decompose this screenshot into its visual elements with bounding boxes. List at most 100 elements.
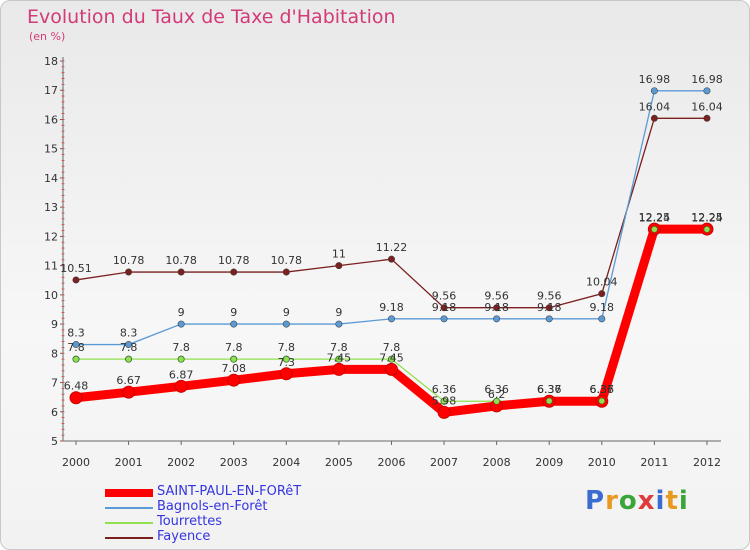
data-point	[177, 268, 185, 276]
proxiti-logo: Proxiti	[585, 486, 689, 516]
data-label: 7.45	[327, 351, 352, 364]
data-point	[598, 290, 606, 298]
chart-title: Evolution du Taux de Taxe d'Habitation	[27, 6, 396, 28]
data-point	[69, 391, 83, 405]
data-label: 8.3	[67, 327, 85, 340]
data-label: 6.2	[488, 388, 506, 401]
data-point	[703, 226, 711, 233]
data-label: 7.8	[383, 341, 401, 354]
data-label: 6.87	[169, 368, 194, 381]
data-label: 9	[230, 306, 237, 319]
logo-letter: r	[605, 486, 619, 516]
data-point	[493, 397, 500, 405]
data-label: 7.08	[221, 362, 246, 375]
data-label: 16.04	[691, 100, 723, 113]
data-label: 6.48	[64, 380, 89, 393]
data-point	[598, 315, 606, 323]
logo-letter: P	[585, 486, 606, 516]
data-point	[174, 379, 188, 393]
logo-letter: i	[678, 486, 689, 516]
data-point	[279, 367, 293, 381]
x-tick-label: 2006	[377, 456, 405, 469]
data-label: 12.25	[691, 211, 723, 224]
data-label: 7.8	[120, 341, 138, 354]
data-label: 7.8	[278, 341, 296, 354]
data-point	[282, 320, 290, 328]
y-tick-label: 5	[51, 435, 58, 448]
data-label: 16.04	[639, 100, 671, 113]
data-point	[282, 268, 290, 276]
data-label: 12.24	[691, 211, 723, 224]
data-point	[230, 355, 238, 363]
data-point	[177, 355, 185, 363]
y-tick-label: 16	[44, 113, 58, 126]
data-point	[335, 355, 343, 363]
data-point	[703, 114, 711, 122]
data-label: 9.56	[432, 290, 457, 303]
data-label: 11.22	[376, 241, 408, 254]
data-point	[227, 373, 241, 387]
legend-label: Bagnols-en-Forêt	[157, 499, 268, 514]
data-point	[440, 304, 448, 312]
data-point	[122, 385, 136, 399]
x-tick-label: 2008	[483, 456, 511, 469]
data-label: 9.18	[537, 301, 562, 314]
data-label: 11	[332, 248, 346, 261]
data-label: 5.98	[432, 394, 457, 407]
y-tick-label: 11	[44, 260, 58, 273]
data-label: 9.56	[537, 290, 562, 303]
y-tick-label: 6	[51, 406, 58, 419]
data-point	[177, 320, 185, 328]
logo-letter: o	[618, 486, 638, 516]
x-tick-label: 2009	[535, 456, 563, 469]
data-point	[283, 355, 290, 363]
data-point	[545, 315, 553, 323]
y-tick-label: 9	[51, 318, 58, 331]
data-point	[440, 315, 448, 323]
x-tick-label: 2010	[588, 456, 616, 469]
data-label: 9.18	[432, 301, 457, 314]
y-tick-label: 14	[44, 172, 58, 185]
data-point	[125, 341, 133, 349]
data-point	[384, 362, 398, 376]
x-tick-label: 2001	[115, 456, 143, 469]
x-tick-label: 2005	[325, 456, 353, 469]
data-label: 12.24	[639, 211, 671, 224]
data-label: 9	[178, 306, 185, 319]
data-label: 8.3	[120, 327, 138, 340]
data-point	[598, 397, 606, 405]
y-tick-label: 18	[44, 55, 58, 68]
data-label: 7.8	[330, 341, 348, 354]
data-label: 7.45	[379, 351, 404, 364]
x-tick-label: 2002	[167, 456, 195, 469]
data-point	[72, 355, 80, 363]
data-label: 9	[335, 306, 342, 319]
data-point	[335, 320, 343, 328]
data-label: 16.98	[691, 73, 723, 86]
data-point	[387, 315, 395, 323]
y-tick-label: 7	[51, 377, 58, 390]
x-tick-label: 2003	[220, 456, 248, 469]
data-label: 9.18	[484, 301, 509, 314]
data-label: 7.8	[67, 341, 85, 354]
legend-label: Fayence	[157, 529, 211, 544]
y-tick-label: 8	[51, 347, 58, 360]
data-label: 6.67	[116, 374, 141, 387]
data-label: 10.78	[165, 254, 197, 267]
y-tick-label: 12	[44, 230, 58, 243]
data-label: 10.04	[586, 276, 618, 289]
legend-swatch	[105, 489, 153, 497]
data-label: 7.8	[225, 341, 243, 354]
data-point	[440, 397, 448, 405]
data-point	[230, 268, 238, 276]
data-point	[72, 276, 80, 284]
data-label: 6.36	[537, 383, 562, 396]
data-label: 10.51	[60, 262, 92, 275]
data-label: 10.78	[218, 254, 250, 267]
data-point	[230, 320, 238, 328]
data-point	[125, 268, 133, 276]
data-label: 6.36	[590, 383, 615, 396]
data-label: 6.36	[432, 383, 457, 396]
